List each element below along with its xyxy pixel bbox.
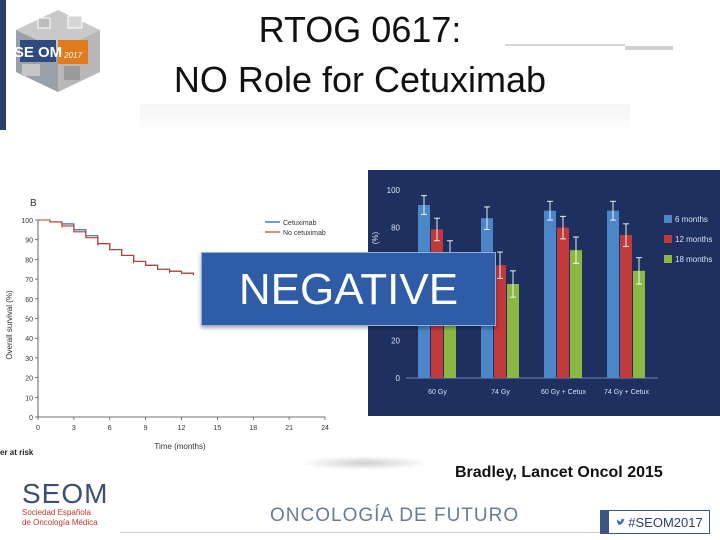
survival-curve-chart: B 0 10 20 30 40 50 60 70 80 90 100 0 3 6 9 12 15 18 21 24 C… [5,198,329,451]
footer-divider [120,532,600,533]
km-x-axis-label: Time (months) [154,442,206,451]
bar-category-label: 74 Gy [491,389,510,396]
km-legend-label: No cetuximab [283,230,326,237]
slide-title-line1: RTOG 0617: [258,9,462,50]
km-y-tick-label: 90 [25,238,33,245]
title-shadow-band [140,104,630,134]
km-y-tick-label: 100 [21,218,33,225]
km-x-tick-label: 3 [72,425,76,432]
number-at-risk-label: er at risk [0,448,34,457]
bar-legend-swatch [664,235,672,243]
cube-year: 2017 [63,51,82,60]
km-y-tick-label: 10 [25,395,33,402]
bar-legend-label: 12 months [675,235,712,244]
bar [607,210,619,378]
bar-legend-label: 18 months [675,255,712,264]
km-y-tick-label: 50 [25,317,33,324]
km-y-tick-label: 70 [25,277,33,284]
km-x-tick-label: 24 [321,425,329,432]
seom-cube-logo: SE OM 2017 [14,10,100,92]
km-y-tick-label: 0 [29,415,33,422]
km-y-tick-label: 30 [25,356,33,363]
seom-subtitle-line2: de Oncología Médica [22,518,98,527]
km-y-tick-label: 80 [25,257,33,264]
title-rule-accent [625,46,673,50]
twitter-bird-icon [616,518,626,525]
bar [544,210,556,378]
seom-footer-logo: SEOM Sociedad Española de Oncología Médi… [22,480,132,530]
km-x-tick-label: 15 [213,425,221,432]
km-x-tick-label: 12 [178,425,186,432]
km-panel-label: B [30,198,37,209]
citation-text: Bradley, Lancet Oncol 2015 [455,464,663,481]
km-x-tick-label: 0 [36,425,40,432]
km-legend-label: Cetuximab [283,220,317,227]
seom-subtitle-line1: Sociedad Española [22,508,91,517]
km-y-tick-label: 60 [25,297,33,304]
km-x-tick-label: 6 [108,425,112,432]
hashtag-badge: #SEOM2017 [608,510,710,534]
bar-y-tick-label: 20 [391,336,400,345]
cube-face-blue [20,40,56,62]
km-y-axis-label: Overall survival (%) [5,290,14,360]
bar [507,284,519,378]
cube-face-orange [58,40,88,64]
km-x-tick-label: 21 [285,425,293,432]
bar [620,235,632,378]
slide-title-line2: NO Role for Cetuximab [173,59,547,100]
cube-text: SE OM [14,44,62,61]
seom-wordmark: SEOM [22,478,109,509]
bar [494,265,506,378]
km-series-line [38,219,195,276]
left-edge-strip [0,0,6,130]
bar [633,270,645,378]
bar-y-tick-label: 0 [396,374,401,383]
bar-y-tick-label: 100 [387,186,401,195]
bar-y-axis-label: (%) [371,231,380,244]
km-series-line [38,219,195,276]
bar-category-label: 60 Gy [428,389,447,396]
footer-tagline: ONCOLOGÍA DE FUTURO [270,505,520,526]
km-y-tick-label: 40 [25,336,33,343]
bar-category-label: 74 Gy + Cetux [604,389,649,396]
bar [570,250,582,378]
hashtag-accent [600,510,608,534]
hashtag-text: #SEOM2017 [628,514,703,530]
citation-shadow [300,456,430,470]
bar-legend-swatch [664,255,672,263]
bar-category-label: 60 Gy + Cetux [541,389,586,396]
bar-y-tick-label: 80 [391,224,400,233]
km-x-tick-label: 9 [144,425,148,432]
km-x-tick-label: 18 [249,425,257,432]
negative-banner: NEGATIVE [201,252,496,326]
km-y-tick-label: 20 [25,376,33,383]
bar-legend-swatch [664,215,672,223]
title-rule [505,44,625,46]
bar [557,227,569,378]
bar-legend-label: 6 months [675,215,708,224]
